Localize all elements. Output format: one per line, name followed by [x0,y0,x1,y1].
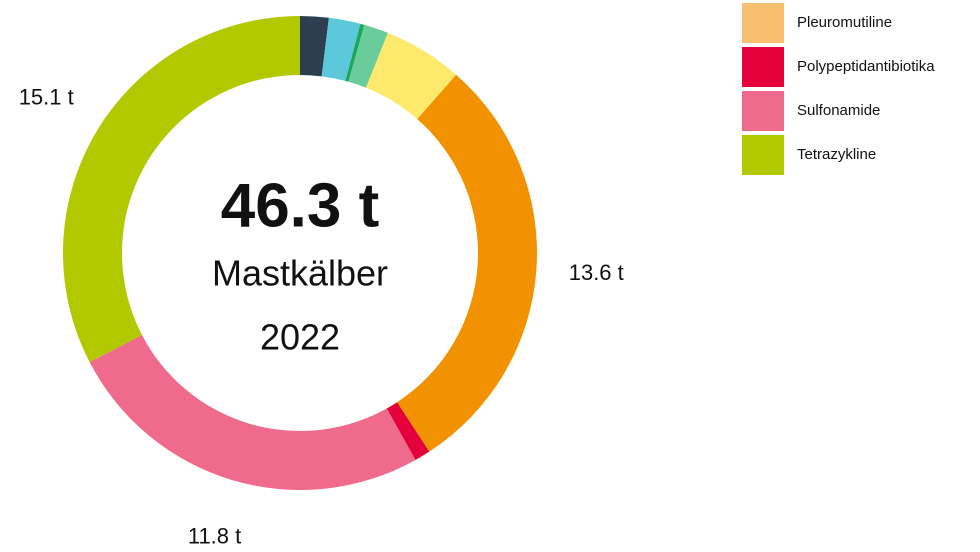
donut-segment [321,17,361,81]
donut: 13.6 t 11.8 t 15.1 t [19,16,624,548]
donut-segment [300,16,329,77]
legend-swatch [742,47,784,87]
legend-swatch [742,135,784,175]
donut-segment [397,74,537,452]
legend-swatch [742,91,784,131]
legend-label: Tetrazykline [797,146,876,163]
legend-label: Pleuromutiline [797,14,892,31]
value-label: 11.8 t [188,523,241,548]
legend: Pleuromutiline Polypeptidantibiotika Sulfo… [742,3,935,175]
donut-segment [348,24,388,88]
donut-segment [366,32,457,120]
center-subtitle: Mastkälber [212,253,388,294]
donut-segment [89,334,416,490]
center-year: 2022 [260,317,340,358]
donut-segment [345,23,365,82]
legend-label: Sulfonamide [797,102,880,119]
donut-segment [386,402,430,460]
legend-swatch [742,3,784,43]
value-label: 15.1 t [19,85,74,110]
value-label: 13.6 t [569,260,624,285]
center-total: 46.3 t [221,171,380,240]
donut-segment [62,16,301,363]
legend-label: Polypeptidantibiotika [797,58,935,75]
